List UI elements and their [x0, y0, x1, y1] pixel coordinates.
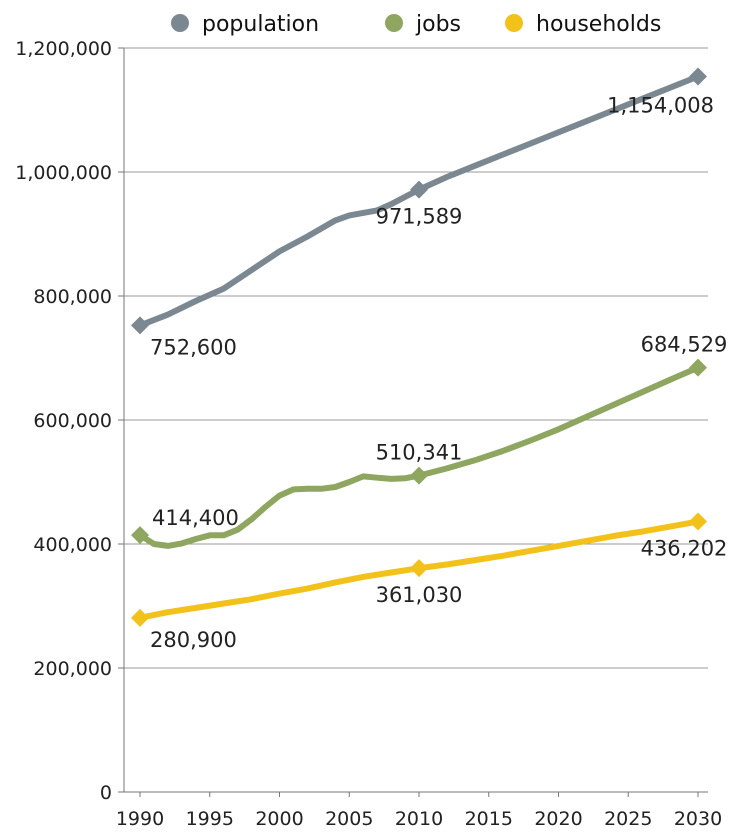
x-tick-label: 2030 — [674, 808, 722, 830]
y-tick-label: 1,200,000 — [15, 38, 112, 60]
data-label: 971,589 — [376, 205, 463, 229]
legend-label-jobs: jobs — [415, 12, 461, 37]
data-point-marker — [131, 526, 149, 545]
y-tick-label: 0 — [100, 782, 112, 804]
legend-marker-population — [171, 14, 189, 32]
axes — [118, 47, 708, 797]
y-tick-label: 800,000 — [33, 286, 112, 308]
y-tick-label: 200,000 — [33, 658, 112, 680]
data-point-marker — [410, 180, 428, 199]
data-label: 414,400 — [152, 506, 239, 530]
data-point-marker — [131, 316, 149, 335]
x-tick-label: 2005 — [325, 808, 373, 830]
data-point-marker — [689, 67, 707, 86]
data-point-marker — [131, 608, 149, 627]
x-tick-label: 2000 — [255, 808, 303, 830]
series-line-jobs — [137, 364, 701, 549]
series-line-population — [137, 73, 701, 329]
gridlines — [124, 47, 708, 669]
legend-label-households: households — [536, 12, 661, 37]
data-point-marker — [689, 358, 707, 377]
legend: population jobs households — [171, 12, 661, 37]
x-tick-label: 2025 — [604, 808, 652, 830]
x-tick-label: 2010 — [395, 808, 443, 830]
x-axis-ticks: 1990 1995 2000 2005 2010 2015 2020 2025 2030 — [116, 808, 722, 830]
y-tick-label: 1,000,000 — [15, 162, 112, 184]
legend-marker-jobs — [385, 14, 403, 32]
y-axis-ticks: 0 200,000 400,000 600,000 800,000 1,000,000 1,… — [15, 38, 112, 804]
x-tick-label: 2015 — [465, 808, 513, 830]
y-tick-label: 400,000 — [33, 534, 112, 556]
series-markers — [131, 67, 707, 627]
data-point-marker — [410, 466, 428, 485]
data-point-marker — [410, 559, 428, 578]
data-label: 510,341 — [376, 441, 463, 465]
x-tick-label: 1990 — [116, 808, 164, 830]
data-label: 1,154,008 — [607, 94, 714, 118]
x-tick-label: 2020 — [534, 808, 582, 830]
legend-label-population: population — [202, 12, 319, 37]
data-label: 436,202 — [641, 537, 728, 561]
data-label: 684,529 — [641, 333, 728, 357]
data-label: 280,900 — [150, 628, 237, 652]
data-label: 361,030 — [376, 583, 463, 607]
legend-marker-households — [505, 14, 523, 32]
data-label: 752,600 — [150, 335, 237, 359]
x-tick-label: 1995 — [186, 808, 234, 830]
data-point-marker — [689, 512, 707, 531]
y-tick-label: 600,000 — [33, 410, 112, 432]
data-labels: 752,600 971,589 1,154,008 414,400 510,341 684… — [150, 94, 727, 652]
